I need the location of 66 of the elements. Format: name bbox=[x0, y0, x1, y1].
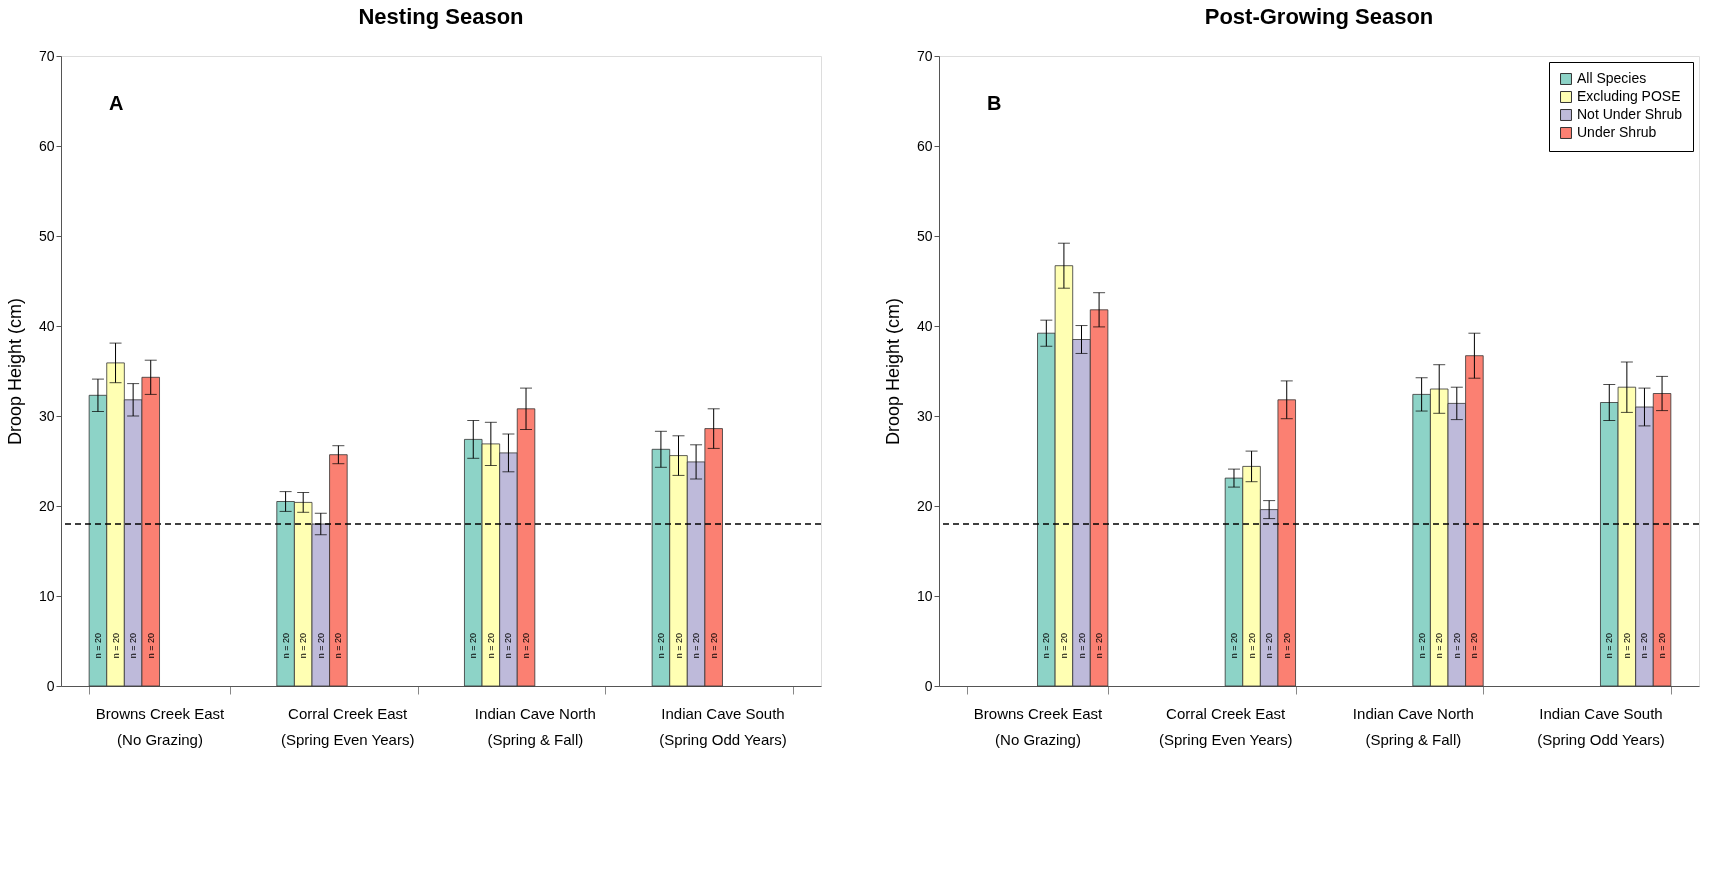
annotation: n = 20 bbox=[673, 633, 684, 659]
annotation: n = 20 bbox=[315, 633, 326, 659]
annotation: n = 20 bbox=[1246, 633, 1257, 659]
annotation: n = 20 bbox=[691, 633, 702, 659]
y-axis-title: Droop Height (cm) bbox=[882, 297, 903, 446]
y-tick-label: 70 bbox=[38, 47, 55, 64]
annotation: n = 20 bbox=[1264, 633, 1275, 659]
x-tick-label: Corral Creek East (Spring Even Years) bbox=[280, 704, 415, 748]
y-tick-label: 40 bbox=[38, 317, 55, 334]
x-tick-label: Indian Cave South (Spring Odd Years) bbox=[1537, 704, 1665, 748]
annotation: n = 20 bbox=[468, 633, 479, 659]
annotation: n = 20 bbox=[708, 633, 719, 659]
legend-label: Not Under Shrub bbox=[1577, 106, 1683, 122]
annotation: n = 20 bbox=[298, 633, 309, 659]
annotation: n = 20 bbox=[1228, 633, 1239, 659]
annotation: n = 20 bbox=[1041, 633, 1052, 659]
annotation: n = 20 bbox=[1657, 633, 1668, 659]
annotation: n = 20 bbox=[128, 633, 139, 659]
annotation: n = 20 bbox=[1621, 633, 1632, 659]
annotation: n = 20 bbox=[92, 633, 103, 659]
y-tick-label: 0 bbox=[924, 677, 933, 694]
chart-title: Nesting Season bbox=[358, 4, 524, 29]
annotation: n = 20 bbox=[521, 633, 532, 659]
legend-label: Under Shrub bbox=[1577, 124, 1657, 140]
annotation: n = 20 bbox=[110, 633, 121, 659]
y-tick-label: 60 bbox=[38, 137, 55, 154]
y-tick-label: 10 bbox=[916, 587, 933, 604]
x-tick-label: Indian Cave South (Spring Odd Years) bbox=[659, 704, 787, 748]
annotation: n = 20 bbox=[485, 633, 496, 659]
y-tick-label: 20 bbox=[916, 497, 933, 514]
annotation: n = 20 bbox=[1434, 633, 1445, 659]
y-tick-label: 10 bbox=[38, 587, 55, 604]
x-tick-label: Corral Creek East (Spring Even Years) bbox=[1158, 704, 1293, 748]
annotation: n = 20 bbox=[1469, 633, 1480, 659]
x-tick-label: Indian Cave North (Spring & Fall) bbox=[1352, 704, 1474, 748]
annotation: n = 20 bbox=[145, 633, 156, 659]
annotation: n = 20 bbox=[1416, 633, 1427, 659]
x-tick-label: Indian Cave North (Spring & Fall) bbox=[474, 704, 596, 748]
x-tick-label: Browns Creek East (No Grazing) bbox=[95, 704, 226, 748]
annotation: n = 20 bbox=[503, 633, 514, 659]
annotation: n = 20 bbox=[280, 633, 291, 659]
annotation: n = 20 bbox=[1094, 633, 1105, 659]
y-tick-label: 30 bbox=[38, 407, 55, 424]
x-tick-label: Browns Creek East (No Grazing) bbox=[973, 704, 1104, 748]
annotation: A bbox=[109, 92, 124, 114]
y-tick-label: 0 bbox=[46, 677, 55, 694]
legend-label: All Species bbox=[1577, 70, 1647, 86]
y-tick-label: 20 bbox=[38, 497, 55, 514]
annotation: n = 20 bbox=[1076, 633, 1087, 659]
annotation: n = 20 bbox=[655, 633, 666, 659]
y-tick-label: 50 bbox=[38, 227, 55, 244]
y-axis-title: Droop Height (cm) bbox=[4, 297, 25, 446]
annotation: n = 20 bbox=[1451, 633, 1462, 659]
chart-title: Post-Growing Season bbox=[1204, 4, 1434, 29]
annotation: n = 20 bbox=[1281, 633, 1292, 659]
y-tick-label: 60 bbox=[916, 137, 933, 154]
annotation: n = 20 bbox=[1639, 633, 1650, 659]
annotation: B bbox=[987, 92, 1002, 114]
y-tick-label: 40 bbox=[916, 317, 933, 334]
y-tick-label: 50 bbox=[916, 227, 933, 244]
annotation: n = 20 bbox=[1058, 633, 1069, 659]
y-tick-label: 70 bbox=[916, 47, 933, 64]
annotation: n = 20 bbox=[333, 633, 344, 659]
legend-label: Excluding POSE bbox=[1577, 88, 1681, 104]
annotation: n = 20 bbox=[1604, 633, 1615, 659]
y-tick-label: 30 bbox=[916, 407, 933, 424]
